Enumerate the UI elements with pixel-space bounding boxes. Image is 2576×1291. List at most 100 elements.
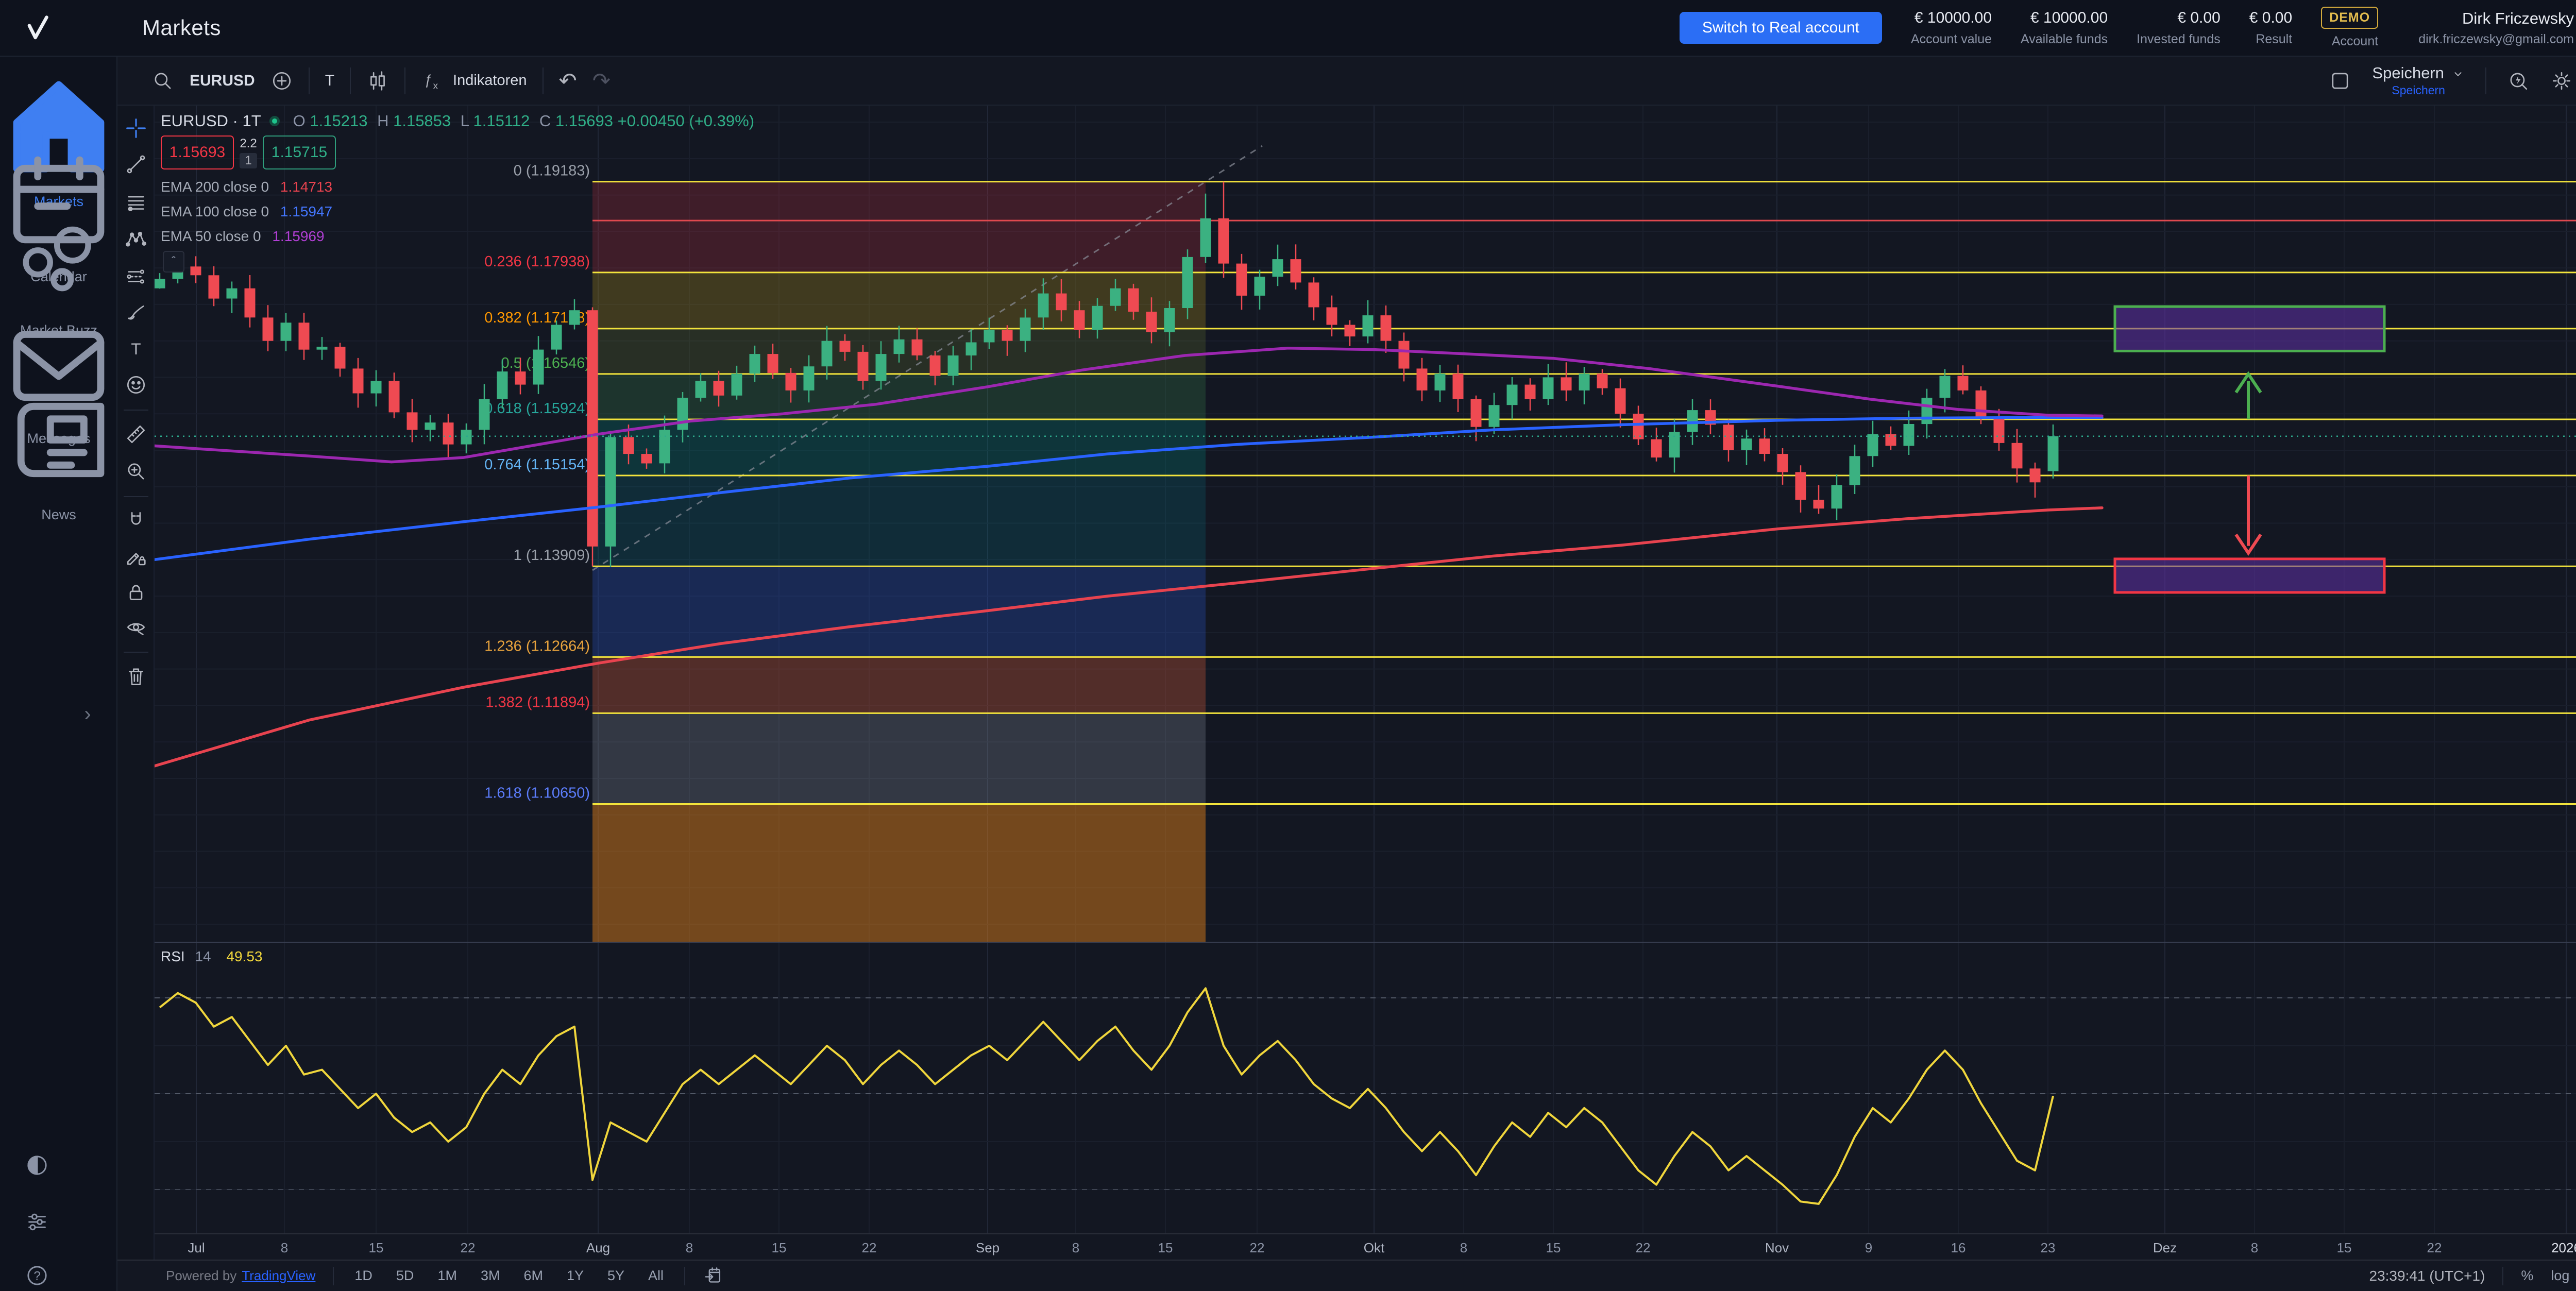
go-to-date-icon[interactable] bbox=[703, 1266, 723, 1286]
pattern-tool-icon[interactable] bbox=[125, 228, 147, 251]
switch-to-real-account-button[interactable]: Switch to Real account bbox=[1679, 12, 1882, 44]
quick-search-icon[interactable] bbox=[2507, 70, 2530, 92]
result-stat: € 0.00 Result bbox=[2249, 9, 2292, 47]
log-scale-button[interactable]: log bbox=[2551, 1268, 2570, 1283]
panel-expand-chevron[interactable]: › bbox=[84, 702, 91, 725]
svg-text:15: 15 bbox=[2337, 1240, 2352, 1255]
svg-text:22: 22 bbox=[1250, 1240, 1265, 1255]
buy-button[interactable]: 1.15715 bbox=[263, 135, 336, 169]
invested-funds-stat: € 0.00 Invested funds bbox=[2137, 9, 2221, 47]
range-1y-button[interactable]: 1Y bbox=[566, 1268, 584, 1283]
emoji-tool-icon[interactable] bbox=[125, 373, 147, 396]
drawing-mode-icon[interactable] bbox=[125, 546, 147, 568]
svg-text:0.618 (1.15924): 0.618 (1.15924) bbox=[484, 400, 590, 417]
available-funds-label: Available funds bbox=[2021, 31, 2108, 46]
undo-icon[interactable]: ↶ bbox=[558, 68, 577, 93]
position-tool-icon[interactable] bbox=[125, 265, 147, 288]
svg-text:1.618 (1.10650): 1.618 (1.10650) bbox=[484, 785, 590, 802]
ema-200-label: EMA 200 close 0 bbox=[161, 179, 269, 195]
ema-100-label: EMA 100 close 0 bbox=[161, 203, 269, 219]
symbol-search-button[interactable]: EURUSD bbox=[190, 72, 255, 89]
save-label: Speichern bbox=[2372, 64, 2444, 82]
fib-retracement-tool-icon[interactable] bbox=[125, 191, 147, 214]
settings-sliders-icon[interactable] bbox=[25, 1210, 49, 1234]
tradingview-link[interactable]: TradingView bbox=[242, 1268, 316, 1283]
svg-text:ƒ: ƒ bbox=[424, 72, 432, 87]
app-logo-icon[interactable] bbox=[20, 10, 56, 46]
svg-text:T: T bbox=[131, 340, 141, 358]
sidebar-item-news[interactable]: News bbox=[0, 381, 117, 523]
low-value: 1.15112 bbox=[473, 112, 530, 130]
ema-200-legend[interactable]: EMA 200 close 0 1.14713 bbox=[161, 179, 332, 195]
ema-100-legend[interactable]: EMA 100 close 0 1.15947 bbox=[161, 203, 332, 220]
result-value: € 0.00 bbox=[2249, 9, 2293, 26]
range-5d-button[interactable]: 5D bbox=[396, 1268, 414, 1283]
rsi-legend[interactable]: RSI 14 49.53 bbox=[161, 948, 262, 965]
save-layout-button[interactable]: Speichern Speichern bbox=[2372, 64, 2465, 97]
chart-legend[interactable]: EURUSD · 1T O 1.15213 H 1.15853 L 1.1511… bbox=[161, 112, 754, 130]
high-label: H bbox=[377, 112, 389, 130]
remove-drawings-icon[interactable] bbox=[125, 665, 147, 688]
range-1d-button[interactable]: 1D bbox=[354, 1268, 372, 1283]
measure-ruler-icon[interactable] bbox=[125, 423, 147, 446]
brush-tool-icon[interactable] bbox=[125, 301, 147, 324]
spread-unit: 1 bbox=[240, 153, 257, 168]
svg-text:8: 8 bbox=[281, 1240, 288, 1255]
result-label: Result bbox=[2256, 31, 2293, 46]
svg-text:23: 23 bbox=[2041, 1240, 2056, 1255]
lock-drawings-icon[interactable] bbox=[125, 582, 147, 604]
spread-value: 2.2 bbox=[240, 137, 257, 150]
market-status-icon bbox=[269, 116, 280, 126]
svg-text:15: 15 bbox=[772, 1240, 787, 1255]
range-5y-button[interactable]: 5Y bbox=[607, 1268, 625, 1283]
svg-text:0.764 (1.15154): 0.764 (1.15154) bbox=[484, 456, 590, 473]
rsi-period: 14 bbox=[195, 948, 211, 964]
open-value: 1.15213 bbox=[310, 112, 368, 130]
account-type-label: Account bbox=[2331, 34, 2379, 48]
svg-text:9: 9 bbox=[1865, 1240, 1872, 1255]
chart-settings-gear-icon[interactable] bbox=[2550, 70, 2573, 92]
chart-region: 0 (1.19183) 0.236 (1.17938) 0.382 (1.17168… bbox=[153, 106, 2576, 1260]
symbol-search-icon[interactable] bbox=[151, 70, 174, 92]
sell-button[interactable]: 1.15693 bbox=[161, 135, 234, 169]
close-value: 1.15693 bbox=[555, 112, 613, 130]
indicators-button[interactable]: Indikatoren bbox=[453, 72, 527, 89]
newspaper-icon bbox=[0, 402, 117, 501]
percent-scale-button[interactable]: % bbox=[2521, 1268, 2534, 1283]
magnet-icon[interactable] bbox=[125, 509, 147, 532]
range-all-button[interactable]: All bbox=[648, 1268, 664, 1283]
hide-drawings-icon[interactable] bbox=[125, 617, 147, 639]
clock-timezone-button[interactable]: 23:39:41 (UTC+1) bbox=[2369, 1267, 2485, 1284]
range-1m-button[interactable]: 1M bbox=[437, 1268, 457, 1283]
ema-50-legend[interactable]: EMA 50 close 0 1.15969 bbox=[161, 228, 325, 245]
account-value: € 10000.00 bbox=[1914, 9, 1992, 26]
chart-canvas[interactable]: 0 (1.19183)0.236 (1.17938)0.382 (1.17168… bbox=[153, 106, 2576, 1260]
theme-toggle-icon[interactable] bbox=[25, 1153, 49, 1178]
spread-display: 2.2 1 bbox=[234, 135, 263, 169]
interval-button[interactable]: T bbox=[325, 72, 335, 89]
svg-text:8: 8 bbox=[1460, 1240, 1467, 1255]
svg-text:1.382 (1.11894): 1.382 (1.11894) bbox=[485, 694, 590, 710]
svg-text:15: 15 bbox=[1158, 1240, 1173, 1255]
zoom-in-icon[interactable] bbox=[125, 460, 147, 483]
redo-icon[interactable]: ↷ bbox=[592, 68, 611, 93]
text-tool-icon[interactable]: T bbox=[125, 337, 147, 360]
layout-box-icon[interactable] bbox=[2329, 70, 2351, 92]
envelope-icon bbox=[0, 331, 117, 424]
quote-panel: 1.15693 2.2 1 1.15715 bbox=[161, 135, 336, 169]
range-3m-button[interactable]: 3M bbox=[480, 1268, 500, 1283]
legend-collapse-button[interactable]: ˆ bbox=[163, 251, 184, 273]
crosshair-tool-icon[interactable] bbox=[125, 117, 147, 140]
trend-line-tool-icon[interactable] bbox=[125, 153, 147, 176]
range-6m-button[interactable]: 6M bbox=[523, 1268, 543, 1283]
invested-funds-value: € 0.00 bbox=[2177, 9, 2221, 26]
chart-type-icon[interactable] bbox=[366, 70, 389, 92]
ema-50-value: 1.15969 bbox=[272, 228, 325, 244]
svg-text:15: 15 bbox=[369, 1240, 384, 1255]
help-icon[interactable]: ? bbox=[25, 1263, 49, 1288]
compare-add-icon[interactable] bbox=[270, 70, 293, 92]
change-value: +0.00450 (+0.39%) bbox=[617, 112, 755, 130]
account-type-stat[interactable]: DEMO Account bbox=[2321, 7, 2379, 49]
